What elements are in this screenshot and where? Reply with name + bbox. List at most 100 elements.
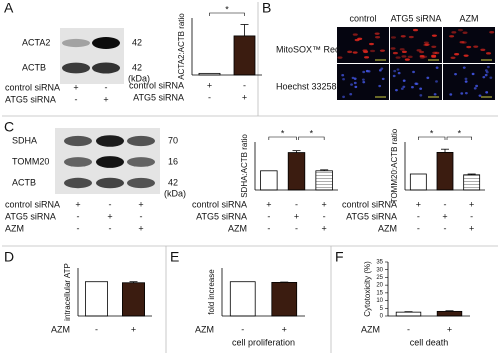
- cell-signal: [435, 80, 438, 83]
- cell-signal: [351, 76, 355, 80]
- cell-signal: [415, 82, 419, 86]
- blot-band: [62, 38, 90, 48]
- condition-mark: -: [109, 199, 112, 209]
- cell-signal: [350, 83, 353, 86]
- significance-label: *: [225, 4, 229, 14]
- cell-signal: [357, 37, 363, 41]
- y-tick-label: 15: [376, 290, 383, 296]
- panel-letter: D: [4, 249, 14, 265]
- condition-mark: +: [442, 211, 447, 221]
- cell-signal: [464, 77, 468, 81]
- condition-mark: +: [138, 199, 143, 209]
- condition-mark: -: [243, 80, 246, 90]
- y-axis-label: TOMM20:ACTB ratio: [390, 128, 399, 203]
- cell-signal: [423, 41, 429, 44]
- condition-mark: -: [241, 324, 244, 334]
- condition-mark: -: [208, 92, 211, 102]
- condition-mark: -: [77, 211, 80, 221]
- cell-signal: [460, 92, 464, 95]
- condition-mark: -: [75, 94, 78, 104]
- cell-signal: [400, 87, 404, 90]
- significance-bracket: [209, 12, 245, 16]
- protein-label: ACTB: [12, 177, 36, 187]
- bar: [287, 152, 306, 191]
- cell-signal: [364, 56, 370, 59]
- panel-letter: F: [335, 249, 344, 265]
- y-tick-label: 25: [376, 275, 383, 281]
- cell-signal: [378, 69, 382, 72]
- cell-signal: [485, 70, 489, 74]
- cell-signal: [426, 76, 430, 80]
- cell-signal: [370, 49, 376, 53]
- size-label: 42: [132, 37, 142, 47]
- cell-signal: [381, 77, 385, 81]
- y-axis-label: Cytotoxicity (%): [363, 261, 372, 317]
- cell-signal: [342, 95, 345, 99]
- cell-signal: [478, 94, 482, 97]
- protein-label: ACTA2: [22, 37, 50, 47]
- condition-mark: +: [447, 324, 452, 334]
- cell-signal: [407, 55, 413, 59]
- condition-mark: -: [109, 223, 112, 233]
- cell-signal: [449, 35, 455, 38]
- cell-signal: [362, 70, 366, 74]
- protein-label: TOMM20: [12, 156, 49, 166]
- cell-signal: [362, 78, 365, 81]
- row-label: Hoechst 33258: [276, 81, 337, 91]
- y-tick-label: 10: [376, 298, 383, 304]
- condition-label: AZM: [5, 223, 24, 233]
- condition-label: control siRNA: [192, 199, 247, 209]
- significance-label: *: [281, 128, 285, 138]
- cell-signal: [482, 75, 486, 79]
- bar: [436, 310, 463, 317]
- condition-mark: +: [242, 92, 247, 102]
- cell-signal: [489, 76, 493, 79]
- cell-signal: [454, 72, 457, 76]
- y-tick-label: 35: [376, 260, 383, 266]
- condition-label: control siRNA: [5, 199, 60, 209]
- cell-signal: [462, 66, 466, 69]
- condition-mark: -: [444, 199, 447, 209]
- size-label: 42: [132, 62, 142, 72]
- condition-label: ATG5 siRNA: [5, 94, 56, 104]
- cell-signal: [363, 50, 369, 54]
- cell-signal: [392, 51, 398, 55]
- cell-signal: [433, 93, 437, 96]
- blot-background: [60, 28, 124, 84]
- condition-mark: +: [107, 211, 112, 221]
- unit-label: (kDa): [128, 73, 150, 83]
- condition-mark: -: [267, 211, 270, 221]
- cell-signal: [375, 36, 381, 39]
- cell-signal: [390, 47, 396, 50]
- cell-signal: [464, 91, 468, 95]
- y-axis-label: SDHA:ACTB ratio: [240, 134, 249, 198]
- blot-band: [96, 135, 124, 147]
- blot-band: [127, 177, 155, 189]
- cell-signal: [393, 69, 397, 73]
- cell-signal: [397, 71, 401, 75]
- cell-signal: [412, 70, 415, 74]
- cell-signal: [347, 50, 353, 54]
- y-tick-label: 5: [380, 306, 384, 312]
- panel-letter: B: [262, 0, 271, 16]
- condition-label: control siRNA: [5, 82, 60, 92]
- bar: [85, 281, 109, 317]
- condition-mark: -: [417, 211, 420, 221]
- cell-signal: [434, 51, 440, 55]
- blot-band: [127, 157, 155, 167]
- cell-signal: [399, 48, 405, 51]
- significance-label: *: [430, 128, 434, 138]
- cell-signal: [349, 92, 353, 96]
- condition-mark: -: [95, 324, 98, 334]
- y-tick-label: 20: [376, 283, 383, 289]
- y-axis-label: fold increase: [207, 269, 216, 315]
- cell-signal: [392, 74, 396, 78]
- condition-mark: +: [207, 80, 212, 90]
- significance-bracket: [418, 136, 446, 140]
- cell-signal: [419, 94, 423, 97]
- cell-signal: [419, 54, 425, 58]
- cell-signal: [411, 86, 414, 89]
- y-axis-label: intracellular ATP: [63, 263, 72, 321]
- blot-band: [96, 177, 124, 189]
- bar: [260, 170, 278, 191]
